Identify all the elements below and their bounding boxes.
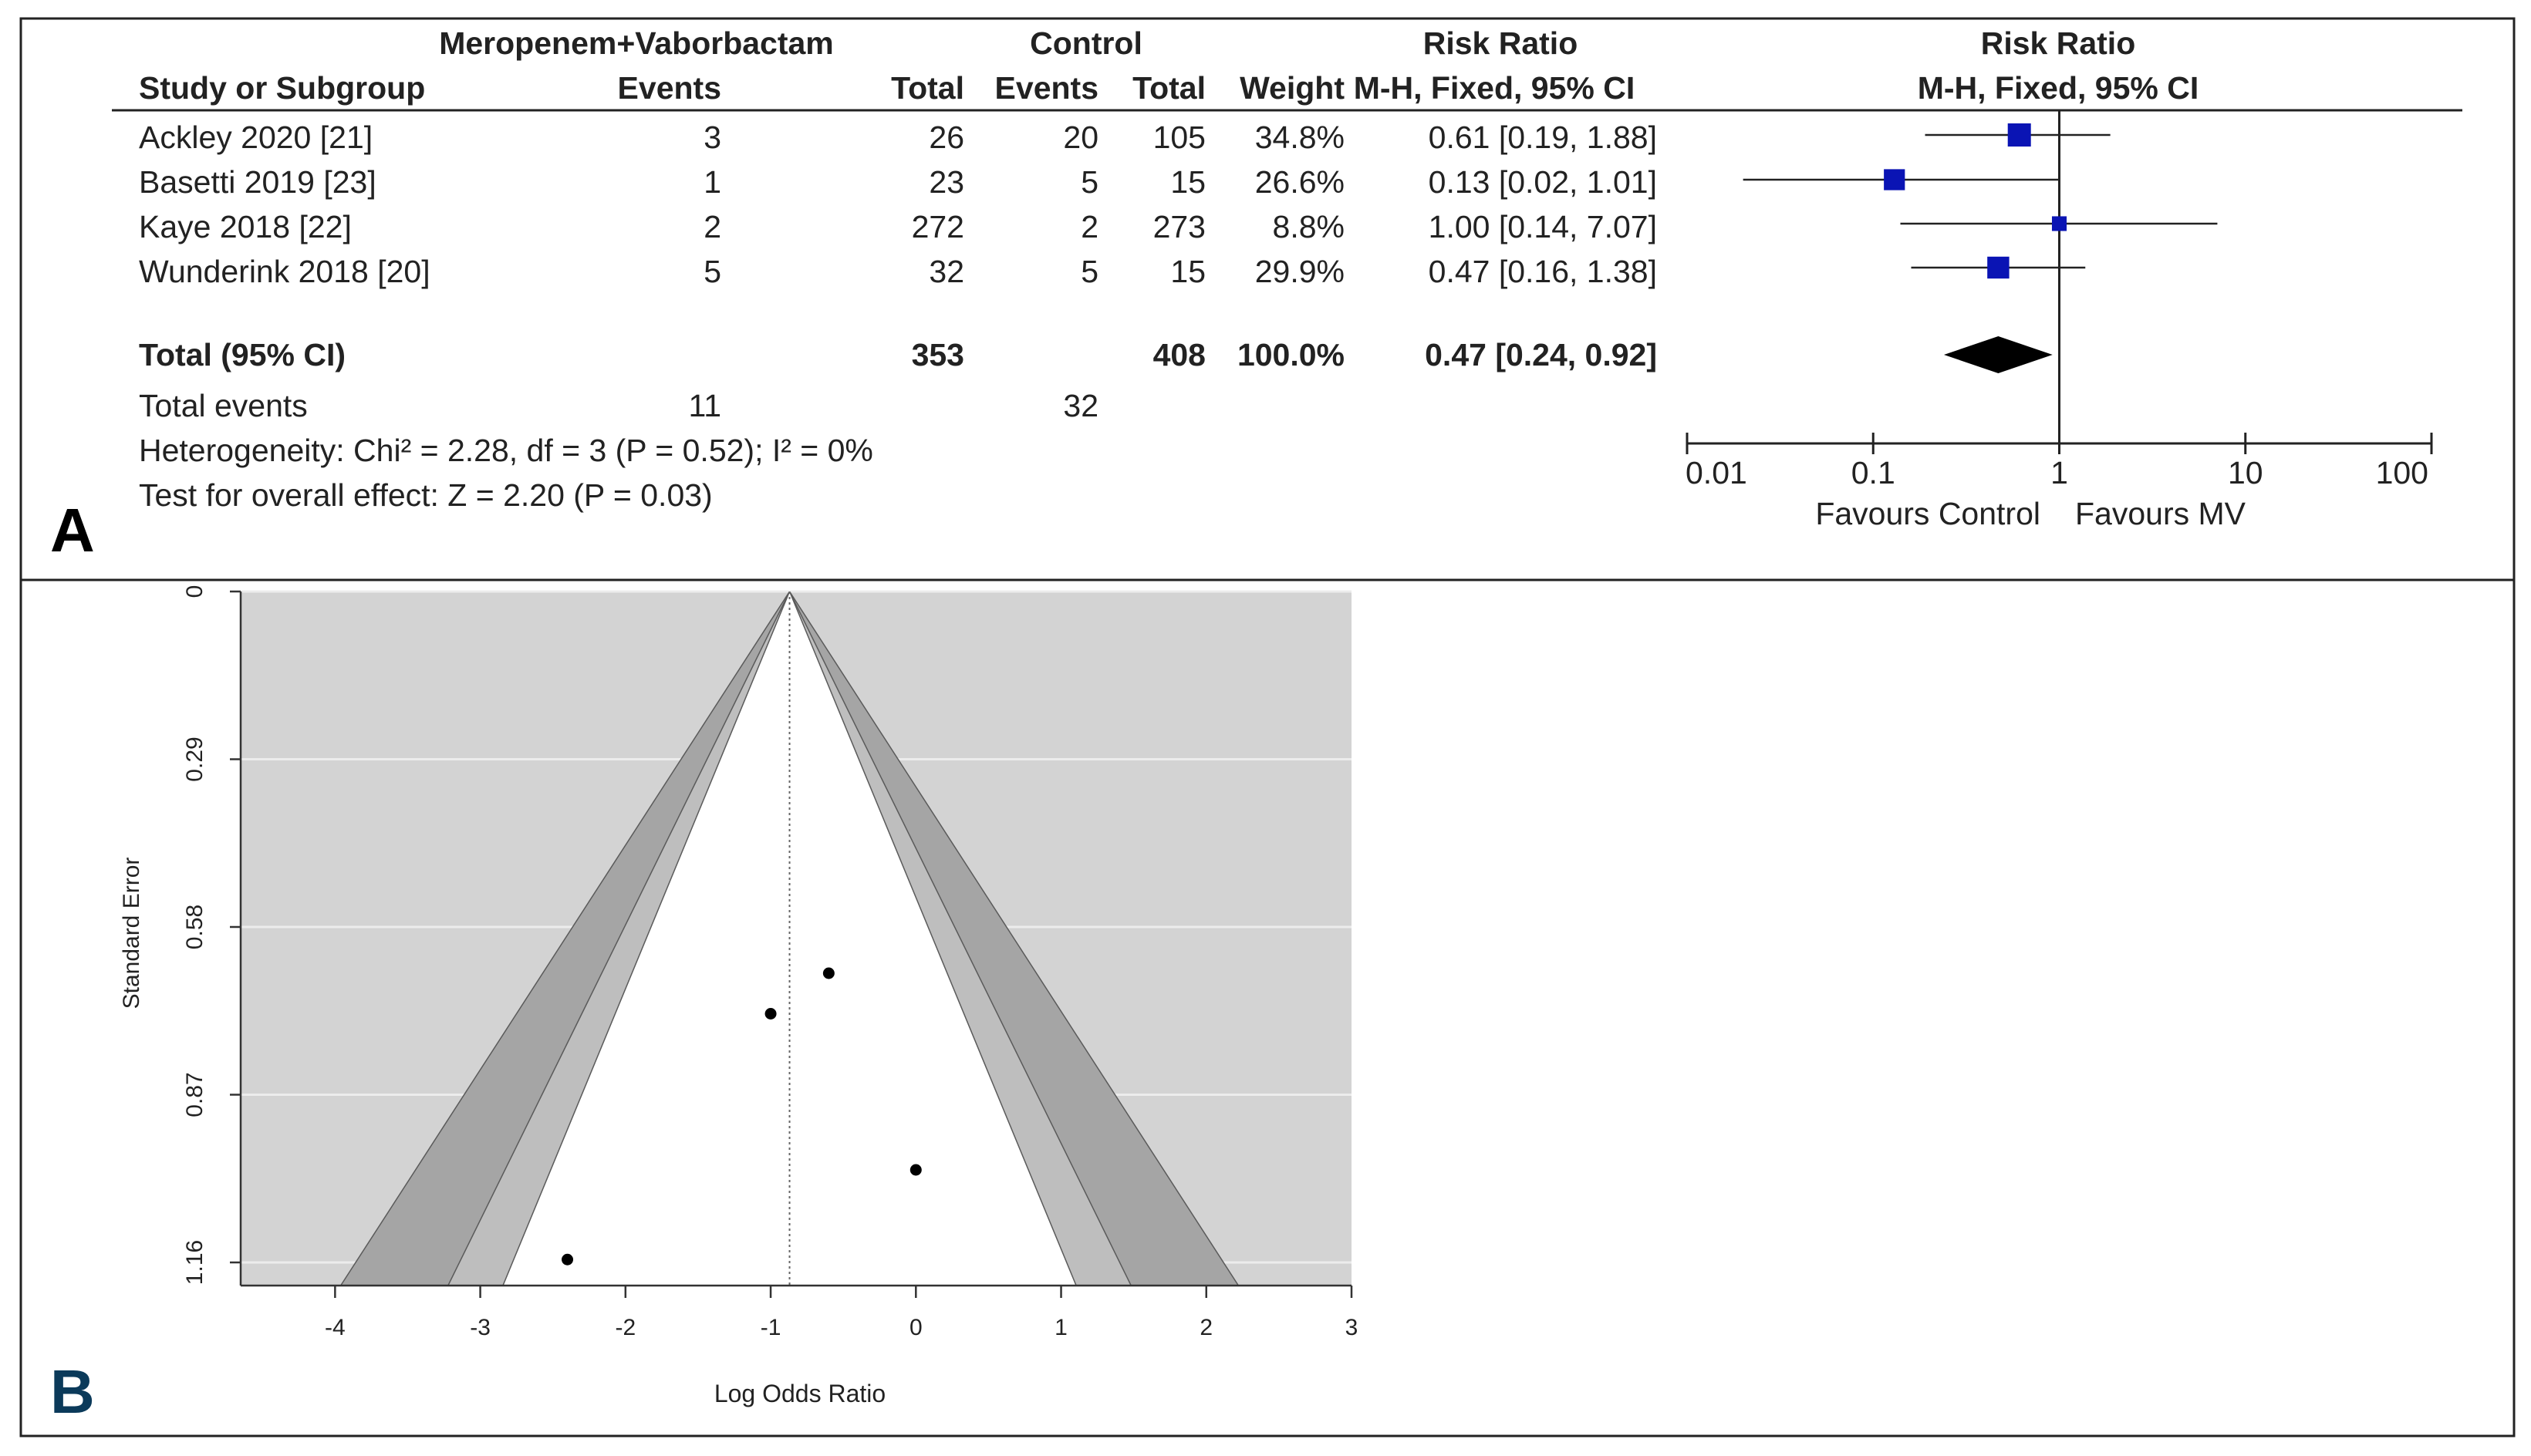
forest-plot: 0.01 0.1 1 10 100 xyxy=(1686,110,2433,490)
funnel-study-point xyxy=(822,967,835,979)
total-ctrl: 408 xyxy=(1153,337,1206,372)
events-label: Total events xyxy=(139,388,308,423)
funnel-y-tick-label: 0.29 xyxy=(182,736,208,781)
col-weight-header: Weight xyxy=(1240,70,1345,106)
study-row: Wunderink 2018 [20] 5 32 5 15 29.9% 0.47… xyxy=(139,254,1657,289)
ctrl-total: 105 xyxy=(1153,120,1206,155)
ctrl-total: 273 xyxy=(1153,209,1206,244)
forest-x-tick-label: 100 xyxy=(2376,455,2428,490)
funnel-x-tick-label: -2 xyxy=(615,1315,636,1340)
forest-table: Meropenem+Vaborbactam Control Risk Ratio… xyxy=(112,25,2462,531)
ctrl-events: 2 xyxy=(1081,209,1098,244)
panel-b-label: B xyxy=(50,1357,95,1426)
events-exp: 11 xyxy=(688,388,721,423)
risk-ratio-ci: 0.13 [0.02, 1.01] xyxy=(1429,164,1657,200)
events-ctrl: 32 xyxy=(1063,388,1098,423)
rr-sub-header: M-H, Fixed, 95% CI xyxy=(1354,70,1635,106)
col-exp-events-header: Events xyxy=(618,70,721,106)
funnel-y-tick-label: 0.58 xyxy=(182,905,208,949)
exp-events: 1 xyxy=(704,164,721,200)
funnel-x-tick-label: 1 xyxy=(1055,1315,1068,1340)
panel-a-label: A xyxy=(50,496,95,565)
total-row: Total (95% CI) 353 408 100.0% 0.47 [0.24… xyxy=(139,337,1657,372)
rr-header: Risk Ratio xyxy=(1423,25,1578,61)
col-ctrl-events-header: Events xyxy=(995,70,1098,106)
study-point-marker xyxy=(2051,216,2067,231)
panel-a: A Meropenem+Vaborbactam Control Risk Rat… xyxy=(50,25,2462,565)
study-name: Ackley 2020 [21] xyxy=(139,120,373,155)
funnel-x-label: Log Odds Ratio xyxy=(714,1380,886,1407)
pooled-diamond xyxy=(1943,336,2053,373)
study-point-marker xyxy=(1987,256,2010,279)
study-name: Wunderink 2018 [20] xyxy=(139,254,430,289)
exp-total: 23 xyxy=(929,164,964,200)
exp-events: 2 xyxy=(704,209,721,244)
exp-events: 5 xyxy=(704,254,721,289)
plot-header: Risk Ratio xyxy=(1981,25,2136,61)
funnel-x-tick-label: -1 xyxy=(761,1315,781,1340)
exp-events: 3 xyxy=(704,120,721,155)
study-name: Kaye 2018 [22] xyxy=(139,209,352,244)
exp-total: 32 xyxy=(929,254,964,289)
exp-total: 26 xyxy=(929,120,964,155)
heterogeneity-text: Heterogeneity: Chi² = 2.28, df = 3 (P = … xyxy=(139,433,873,468)
forest-x-tick-label: 0.1 xyxy=(1851,455,1895,490)
col-exp-total-header: Total xyxy=(891,70,964,106)
funnel-y-tick-label: 1.16 xyxy=(182,1240,208,1285)
favours-mv-label: Favours MV xyxy=(2075,496,2246,531)
ctrl-total: 15 xyxy=(1170,254,1206,289)
funnel-study-point xyxy=(764,1008,777,1020)
funnel-x-tick-label: -3 xyxy=(470,1315,491,1340)
exp-total: 272 xyxy=(912,209,964,244)
funnel-x-tick-label: 3 xyxy=(1345,1315,1358,1340)
col-study-header: Study or Subgroup xyxy=(139,70,425,106)
funnel-y-tick-label: 0 xyxy=(182,585,208,598)
study-row: Basetti 2019 [23] 1 23 5 15 26.6% 0.13 [… xyxy=(139,164,1657,200)
weight: 34.8% xyxy=(1255,120,1345,155)
funnel-study-point xyxy=(909,1164,922,1176)
favours-control-label: Favours Control xyxy=(1815,496,2040,531)
study-row: Ackley 2020 [21] 3 26 20 105 34.8% 0.61 … xyxy=(139,120,1657,155)
overall-effect-text: Test for overall effect: Z = 2.20 (P = 0… xyxy=(139,477,713,513)
funnel-plot: -4 -3 -2 -1 0 1 2 3 0 0.29 0.58 0.87 1.16 xyxy=(182,585,1358,1340)
ctrl-events: 20 xyxy=(1063,120,1098,155)
total-weight: 100.0% xyxy=(1237,337,1345,372)
risk-ratio-ci: 0.61 [0.19, 1.88] xyxy=(1429,120,1657,155)
col-ctrl-total-header: Total xyxy=(1132,70,1206,106)
funnel-x-tick-label: 2 xyxy=(1200,1315,1213,1340)
group-exp-header: Meropenem+Vaborbactam xyxy=(439,25,834,61)
ctrl-events: 5 xyxy=(1081,164,1098,200)
weight: 29.9% xyxy=(1255,254,1345,289)
study-point-marker xyxy=(2007,123,2031,147)
ctrl-total: 15 xyxy=(1170,164,1206,200)
forest-x-tick-label: 0.01 xyxy=(1686,455,1747,490)
total-exp: 353 xyxy=(912,337,964,372)
weight: 8.8% xyxy=(1273,209,1345,244)
risk-ratio-ci: 1.00 [0.14, 7.07] xyxy=(1429,209,1657,244)
study-row: Kaye 2018 [22] 2 272 2 273 8.8% 1.00 [0.… xyxy=(139,209,1657,244)
funnel-y-label: Standard Error xyxy=(119,858,144,1009)
forest-x-tick-label: 1 xyxy=(2050,455,2068,490)
forest-x-tick-label: 10 xyxy=(2228,455,2263,490)
risk-ratio-ci: 0.47 [0.16, 1.38] xyxy=(1429,254,1657,289)
plot-sub-header: M-H, Fixed, 95% CI xyxy=(1918,70,2199,106)
funnel-x-tick-label: -4 xyxy=(325,1315,346,1340)
panel-b: B -4 -3 -2 -1 0 1 2 3 0 0.29 0.58 0.87 1.16 Log Odds… xyxy=(50,585,1358,1426)
funnel-y-tick-label: 0.87 xyxy=(182,1072,208,1117)
ctrl-events: 5 xyxy=(1081,254,1098,289)
total-label: Total (95% CI) xyxy=(139,337,346,372)
study-point-marker xyxy=(1884,169,1905,190)
weight: 26.6% xyxy=(1255,164,1345,200)
study-name: Basetti 2019 [23] xyxy=(139,164,376,200)
total-risk-ratio-ci: 0.47 [0.24, 0.92] xyxy=(1425,337,1657,372)
funnel-study-point xyxy=(562,1253,574,1266)
funnel-x-tick-label: 0 xyxy=(909,1315,923,1340)
group-ctrl-header: Control xyxy=(1030,25,1142,61)
